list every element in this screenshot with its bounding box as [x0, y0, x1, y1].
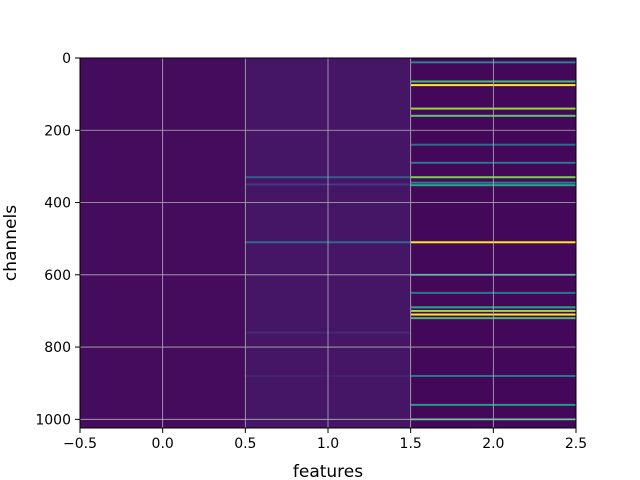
y-axis-ticks: 0 200 400 600 800 1000 — [35, 51, 80, 428]
x-tick-label: 0.0 — [152, 436, 174, 452]
x-tick-label: 1.0 — [317, 436, 339, 452]
x-tick-label: −0.5 — [63, 436, 97, 452]
y-tick-label: 800 — [44, 340, 71, 356]
y-tick-label: 600 — [44, 268, 71, 284]
y-tick-label: 1000 — [35, 412, 71, 428]
x-axis-label: features — [293, 462, 363, 480]
x-tick-label: 2.0 — [482, 436, 504, 452]
y-tick-label: 0 — [62, 51, 71, 67]
x-tick-label: 2.5 — [565, 436, 587, 452]
y-axis-label: channels — [1, 205, 21, 281]
x-tick-label: 1.5 — [400, 436, 422, 452]
y-tick-label: 200 — [44, 123, 71, 139]
x-tick-label: 0.5 — [234, 436, 256, 452]
x-axis-ticks: −0.5 0.0 0.5 1.0 1.5 2.0 2.5 — [63, 428, 587, 452]
y-tick-label: 400 — [44, 196, 71, 212]
